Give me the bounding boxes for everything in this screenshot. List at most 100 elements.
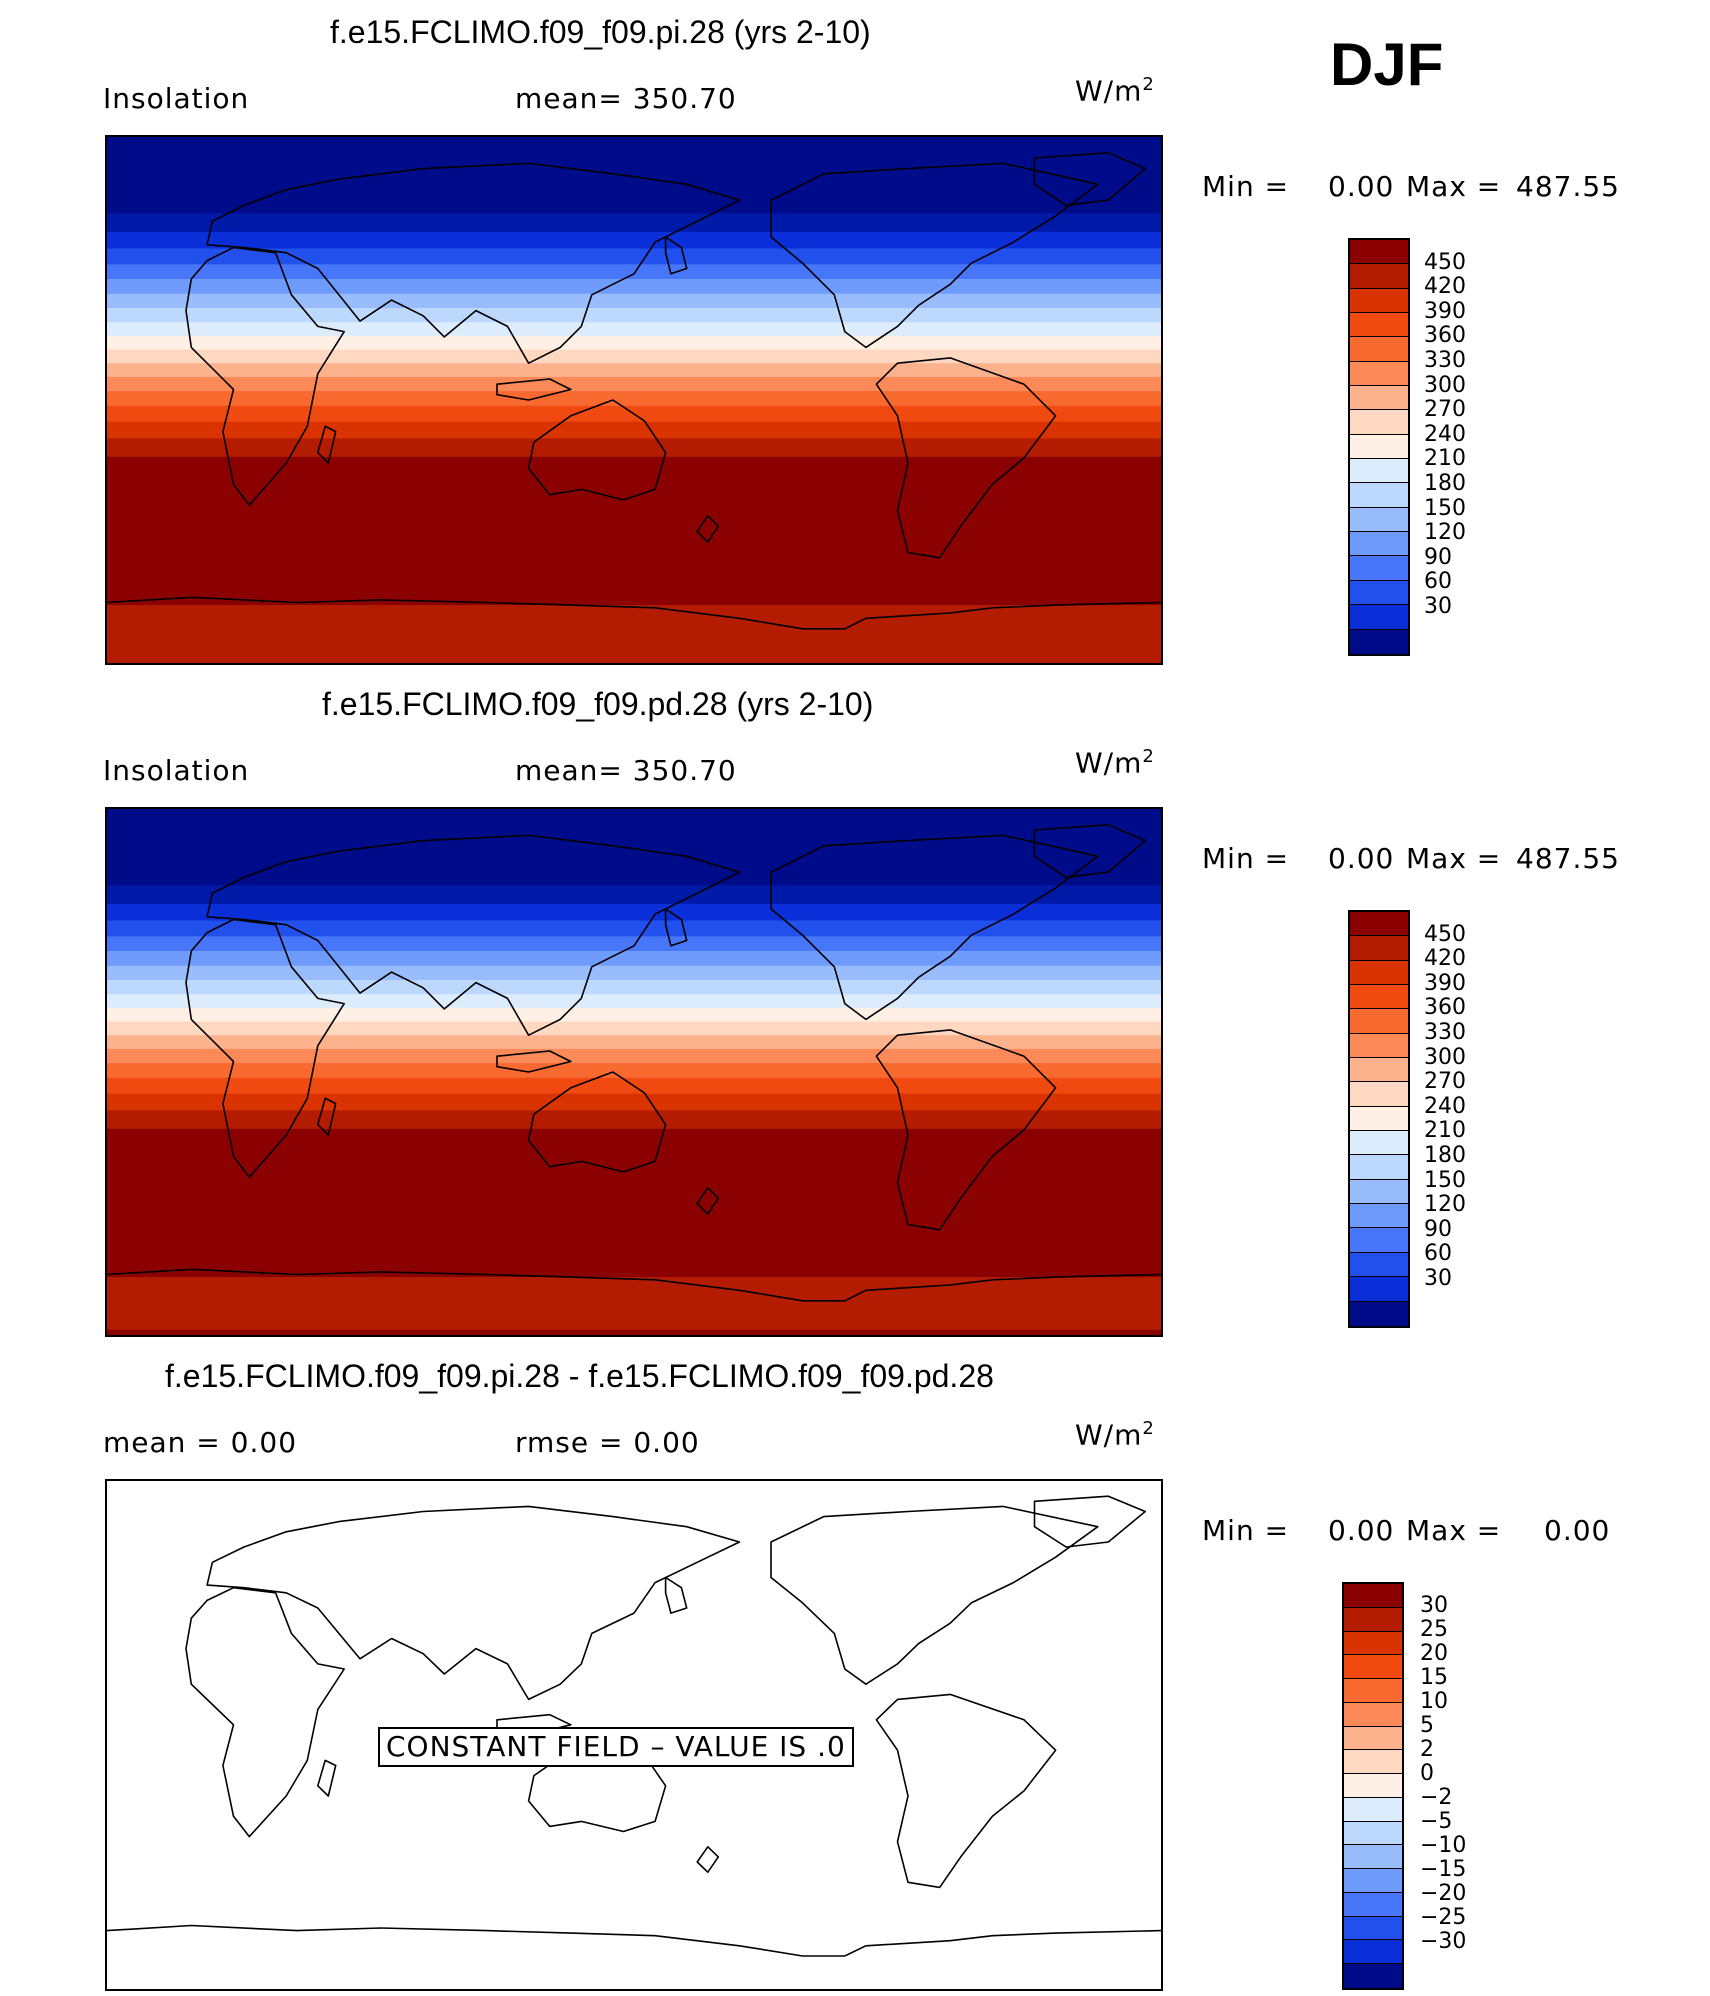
panel3-title: f.e15.FCLIMO.f09_f09.pi.28 - f.e15.FCLIM…	[165, 1358, 994, 1394]
colorbar-tick-label: 390	[1424, 298, 1466, 324]
panel1-field-label: Insolation	[103, 82, 250, 115]
colorbar-tick-label: 420	[1424, 946, 1466, 972]
latitude-band	[107, 293, 1161, 309]
coastline	[317, 1759, 337, 1797]
season-label: DJF	[1330, 31, 1444, 98]
coastline	[1033, 152, 1146, 207]
colorbar-tick-label: 360	[1424, 995, 1466, 1021]
panel3-mean-label: mean = 0.00	[103, 1426, 298, 1459]
colorbar-swatch	[1350, 629, 1408, 654]
colorbar-swatch	[1344, 1655, 1402, 1679]
latitude-band	[107, 903, 1161, 922]
panel1-map	[105, 135, 1163, 665]
latitude-band	[107, 1048, 1161, 1064]
panel3-min-value: 0.00	[1328, 1514, 1395, 1547]
latitude-band	[107, 625, 1161, 659]
colorbar-tick-label: 360	[1424, 323, 1466, 349]
panel3-rmse-label: rmse = 0.00	[515, 1426, 700, 1459]
coastline	[875, 357, 1057, 559]
latitude-band	[107, 1021, 1161, 1036]
colorbar-tick-label: 270	[1424, 397, 1466, 423]
coastline	[664, 1576, 688, 1614]
coastline	[875, 1693, 1057, 1889]
coastline	[770, 162, 1099, 349]
latitude-band	[107, 936, 1161, 952]
panel2-field-label: Insolation	[103, 754, 250, 787]
colorbar-swatch	[1350, 386, 1408, 411]
latitude-band	[107, 231, 1161, 250]
latitude-band	[107, 421, 1161, 439]
coastline	[696, 514, 720, 543]
panel2-mean-label: mean= 350.70	[515, 754, 737, 787]
colorbar-swatch	[1350, 1228, 1408, 1253]
colorbar-tick-label: 60	[1424, 569, 1452, 595]
colorbar-swatch	[1344, 1631, 1402, 1656]
panel2-coastlines	[107, 824, 1161, 1302]
panel1-units: W/m2	[1075, 74, 1155, 108]
panel1-colorbar	[1348, 238, 1410, 656]
colorbar-tick-label: 90	[1424, 544, 1452, 570]
colorbar-tick-label: 120	[1424, 520, 1466, 546]
colorbar-tick-label: 60	[1424, 1241, 1452, 1267]
colorbar-swatch	[1344, 1702, 1402, 1727]
coastline	[317, 1097, 337, 1136]
colorbar-tick-label: 240	[1424, 421, 1466, 447]
panel3-min-label: Min =	[1202, 1514, 1290, 1547]
colorbar-tick-label: 420	[1424, 274, 1466, 300]
latitude-band	[107, 308, 1161, 323]
colorbar-tick-label: −5	[1420, 1809, 1453, 1834]
colorbar-swatch	[1350, 1131, 1408, 1156]
latitude-band	[107, 363, 1161, 378]
latitude-band	[107, 349, 1161, 364]
colorbar-tick-label: 210	[1424, 446, 1466, 472]
colorbar-swatch	[1350, 1277, 1408, 1302]
latitude-band	[107, 1063, 1161, 1079]
panel2-units: W/m2	[1075, 746, 1155, 780]
colorbar-tick-label: 10	[1420, 1689, 1448, 1714]
panel3-max-value: 0.00	[1544, 1514, 1611, 1547]
colorbar-tick-label: 330	[1424, 1019, 1466, 1045]
coastline	[185, 246, 345, 507]
colorbar-swatch	[1350, 1301, 1408, 1326]
colorbar-swatch	[1350, 1009, 1408, 1034]
latitude-band	[107, 951, 1161, 967]
latitude-band	[107, 456, 1161, 606]
latitude-band	[107, 376, 1161, 392]
colorbar-tick-label: 450	[1424, 921, 1466, 947]
panel1-mean-label: mean= 350.70	[515, 82, 737, 115]
colorbar-tick-label: −20	[1420, 1881, 1467, 1906]
coastline	[206, 162, 741, 364]
colorbar-tick-label: 210	[1424, 1118, 1466, 1144]
panel2-insolation-field	[107, 809, 1161, 1335]
colorbar-swatch	[1344, 1940, 1402, 1964]
colorbar-swatch	[1344, 1726, 1402, 1751]
coastline	[770, 834, 1099, 1021]
colorbar-swatch	[1344, 1679, 1402, 1703]
colorbar-swatch	[1344, 1916, 1402, 1941]
latitude-band	[107, 279, 1161, 295]
colorbar-swatch	[1350, 1106, 1408, 1132]
latitude-band	[107, 1110, 1161, 1130]
latitude-band	[107, 335, 1161, 351]
colorbar-swatch	[1350, 605, 1408, 630]
colorbar-tick-label: 180	[1424, 470, 1466, 496]
colorbar-swatch	[1344, 1607, 1402, 1632]
latitude-band	[107, 1007, 1161, 1023]
latitude-band	[107, 965, 1161, 981]
colorbar-tick-label: 300	[1424, 1044, 1466, 1070]
colorbar-tick-label: −10	[1420, 1833, 1467, 1858]
latitude-band	[107, 920, 1161, 937]
colorbar-tick-label: −30	[1420, 1929, 1467, 1954]
colorbar-swatch	[1350, 240, 1408, 265]
colorbar-swatch	[1350, 434, 1408, 460]
colorbar-tick-label: 90	[1424, 1216, 1452, 1242]
colorbar-swatch	[1350, 410, 1408, 435]
colorbar-swatch	[1344, 1774, 1402, 1798]
colorbar-swatch	[1350, 912, 1408, 937]
colorbar-swatch	[1350, 483, 1408, 508]
panel1-title: f.e15.FCLIMO.f09_f09.pi.28 (yrs 2-10)	[330, 14, 871, 50]
colorbar-swatch	[1350, 1033, 1408, 1059]
latitude-band	[107, 885, 1161, 905]
latitude-band	[107, 137, 1161, 214]
coastline	[1033, 1495, 1146, 1548]
